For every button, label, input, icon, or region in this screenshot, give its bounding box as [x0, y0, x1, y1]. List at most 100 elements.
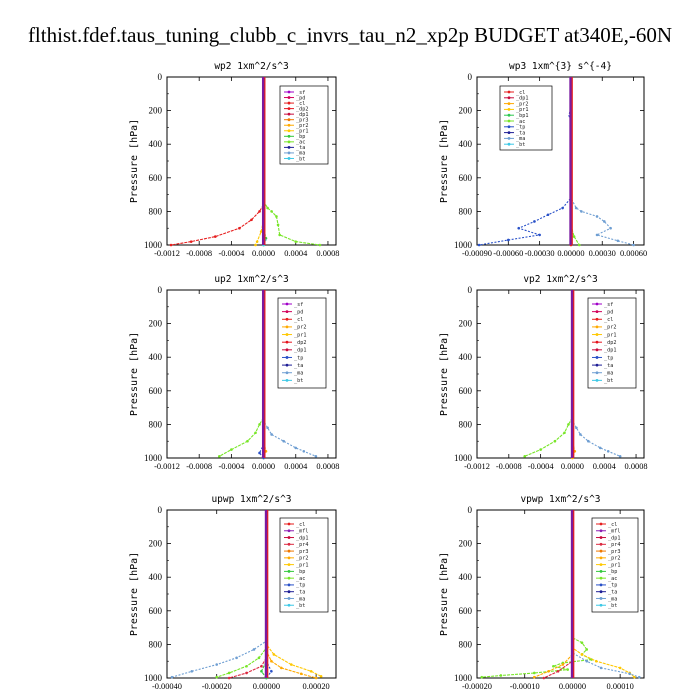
data-point — [215, 675, 219, 679]
data-point — [318, 243, 322, 247]
legend-marker — [595, 340, 599, 344]
data-point — [278, 233, 281, 237]
legend-marker — [287, 129, 291, 133]
legend-label: _tp — [608, 583, 617, 589]
y-tick-label: 0 — [468, 505, 473, 515]
legend-marker — [285, 348, 289, 352]
legend-marker — [287, 597, 291, 600]
legend-marker — [599, 597, 603, 600]
y-tick-label: 400 — [149, 572, 163, 582]
data-point — [260, 664, 263, 668]
data-point — [245, 671, 248, 675]
data-point — [561, 663, 565, 666]
y-tick-label: 200 — [149, 106, 163, 116]
legend-marker — [287, 96, 291, 99]
data-point — [517, 226, 521, 230]
data-point — [477, 243, 481, 247]
legend-marker — [287, 529, 291, 533]
legend-label: _pr2 — [296, 123, 309, 129]
legend-marker — [285, 371, 289, 375]
legend-marker — [287, 583, 291, 587]
data-point — [599, 666, 603, 670]
legend-label: _ta — [296, 589, 305, 595]
data-point — [218, 455, 221, 458]
y-tick-label: 800 — [149, 639, 163, 649]
legend-label: _pr2 — [296, 556, 309, 562]
legend-marker — [507, 102, 511, 105]
data-point — [616, 239, 620, 243]
data-point — [574, 206, 578, 210]
legend-label: _mfl — [296, 529, 309, 535]
data-point — [258, 210, 261, 213]
legend-label: _pr1 — [604, 332, 617, 338]
data-point — [579, 433, 582, 436]
data-point — [282, 439, 285, 443]
data-point — [539, 448, 542, 451]
y-tick-label: 200 — [149, 539, 163, 549]
data-point — [628, 672, 631, 676]
y-tick-label: 1000 — [454, 673, 473, 683]
legend-marker — [599, 576, 603, 580]
legend-marker — [599, 569, 603, 573]
legend-marker — [595, 317, 599, 321]
legend-marker — [287, 536, 291, 539]
x-tick-label: 0.0008 — [316, 462, 339, 471]
legend-label: _ta — [608, 589, 617, 595]
data-point — [254, 431, 257, 435]
legend-label: _sf — [604, 302, 613, 308]
data-point — [227, 671, 231, 675]
data-point — [270, 669, 273, 673]
y-tick-label: 600 — [459, 173, 473, 183]
legend-marker — [599, 603, 603, 607]
legend-label: _pr1 — [296, 129, 309, 135]
series-line-pr4 — [228, 510, 267, 679]
legend-marker — [595, 363, 599, 367]
legend-marker — [287, 603, 291, 607]
data-point — [632, 243, 635, 247]
legend: _cl_dp1_pr2_pr1_bp1_ac_tp_ta_ma_bt — [499, 85, 553, 151]
panel-4: vp2 1xm^2/s^3 Pressure [hPa] 0 200 400 600 800… — [439, 274, 648, 471]
legend-marker — [285, 340, 289, 344]
legend-label: _pd — [604, 309, 613, 315]
panel-6: vpwp 1xm^2/s^3 Pressure [hPa] 0 200 400 600 80… — [439, 494, 645, 691]
legend-label: _ac — [516, 119, 525, 125]
legend-label: _bt — [604, 378, 613, 384]
y-tick-label: 200 — [459, 106, 473, 116]
y-tick-label: 200 — [459, 539, 473, 549]
legend-label: _bt — [516, 142, 525, 148]
y-tick-label: 0 — [468, 72, 473, 82]
x-tick-label: 0.00020 — [303, 682, 330, 691]
data-point — [266, 206, 269, 210]
data-point — [480, 675, 484, 679]
data-point — [170, 675, 174, 679]
data-point — [566, 668, 569, 671]
data-point — [272, 653, 276, 656]
data-point — [319, 675, 323, 678]
legend-marker — [285, 356, 289, 359]
panel-3: up2 1xm^2/s^3 Pressure [hPa] 0 200 400 600 800… — [129, 274, 339, 471]
data-point — [254, 243, 257, 247]
legend-marker — [507, 113, 511, 117]
legend-label: _pr1 — [608, 562, 621, 568]
data-point — [580, 653, 584, 656]
legend-label: _ma — [294, 371, 303, 377]
data-point — [618, 666, 622, 670]
legend-marker — [507, 131, 511, 135]
y-tick-label: 0 — [158, 72, 163, 82]
legend-marker — [287, 118, 291, 122]
x-tick-label: 0.0004 — [284, 249, 308, 258]
x-tick-label: -0.0008 — [186, 462, 212, 471]
data-point — [538, 233, 541, 237]
data-point — [230, 448, 233, 451]
x-tick-label: 0.0000 — [252, 462, 275, 471]
legend-label: _cl — [604, 317, 613, 323]
legend-label: _bp — [296, 569, 305, 575]
panel-title: wp2 1xm^2/s^3 — [214, 61, 288, 72]
legend-label: _tp — [516, 125, 525, 131]
data-point — [270, 659, 273, 663]
y-tick-label: 600 — [459, 386, 473, 396]
data-point — [572, 235, 576, 238]
data-point — [556, 669, 560, 673]
legend-marker — [599, 536, 603, 539]
